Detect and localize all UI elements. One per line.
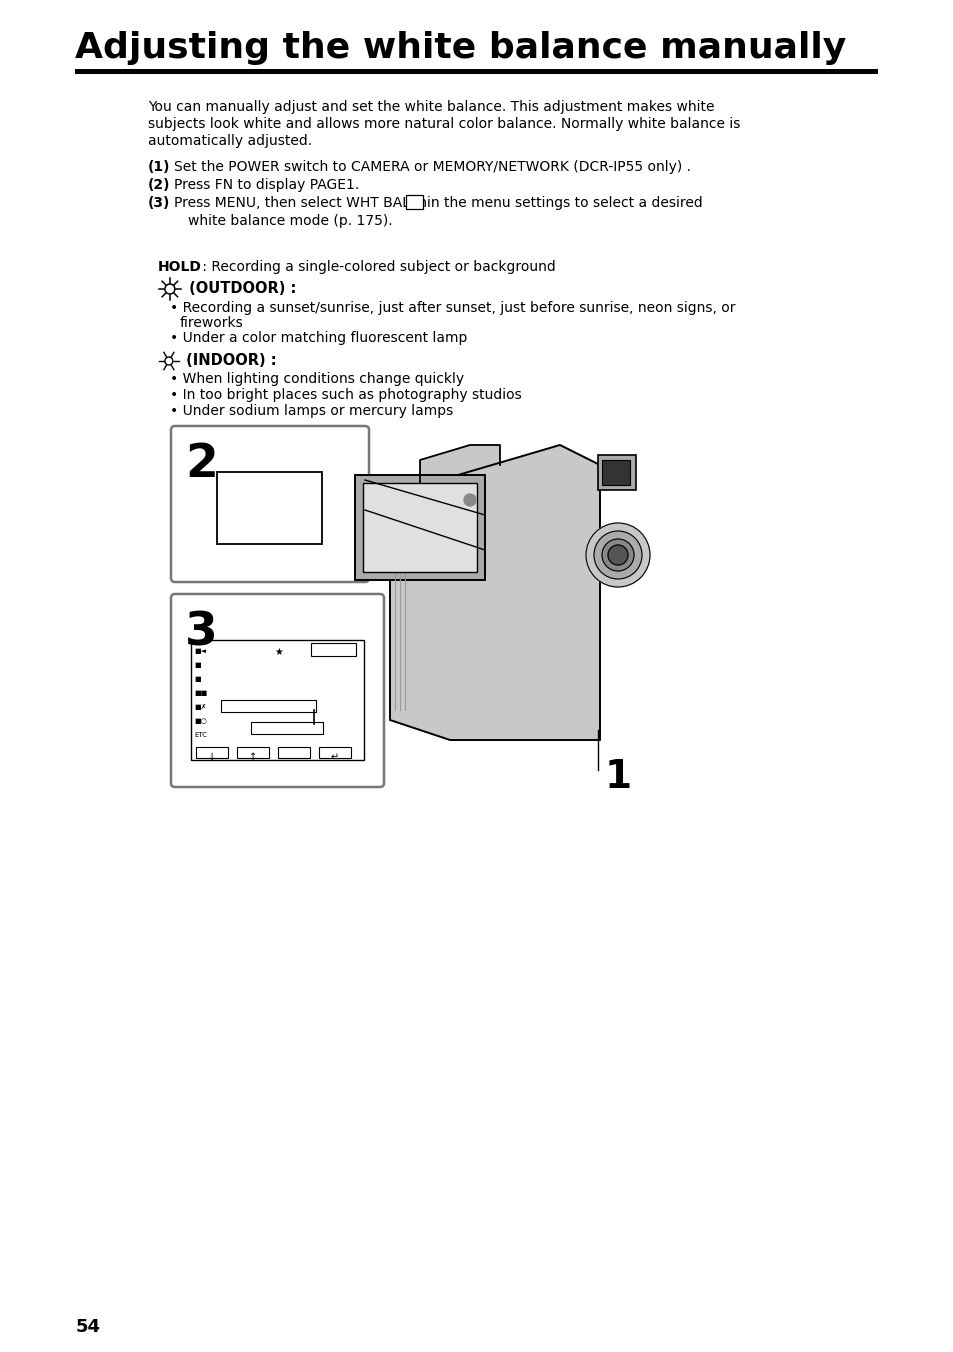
Bar	[75, 69, 877, 74]
Bar	[216, 472, 322, 544]
Text: • In too bright places such as photography studios: • In too bright places such as photograp…	[170, 388, 521, 402]
Text: (OUTDOOR) :: (OUTDOOR) :	[184, 281, 296, 296]
Text: : Recording a single-colored subject or background: : Recording a single-colored subject or …	[197, 260, 555, 274]
Bar	[405, 195, 422, 210]
Text: subjects look white and allows more natural color balance. Normally white balanc: subjects look white and allows more natu…	[148, 118, 740, 131]
Text: ETC: ETC	[193, 731, 207, 738]
Text: • When lighting conditions change quickly: • When lighting conditions change quickl…	[170, 372, 463, 387]
Text: automatically adjusted.: automatically adjusted.	[148, 134, 312, 147]
Bar	[598, 456, 636, 489]
Text: ↓: ↓	[208, 752, 215, 763]
Text: (3): (3)	[148, 196, 170, 210]
Text: ■○: ■○	[193, 718, 207, 725]
Text: (INDOOR) :: (INDOOR) :	[181, 353, 276, 368]
Text: ★: ★	[274, 648, 283, 657]
Text: Set the POWER switch to CAMERA or MEMORY/NETWORK (DCR-IP55 only) .: Set the POWER switch to CAMERA or MEMORY…	[173, 160, 690, 174]
Text: ■✗: ■✗	[193, 704, 206, 710]
Bar	[601, 460, 629, 485]
Circle shape	[607, 545, 627, 565]
Circle shape	[463, 493, 476, 506]
Text: • Recording a sunset/sunrise, just after sunset, just before sunrise, neon signs: • Recording a sunset/sunrise, just after…	[170, 301, 735, 315]
Text: 2: 2	[185, 442, 217, 487]
Bar	[318, 748, 351, 758]
Bar	[355, 475, 484, 580]
Text: fireworks: fireworks	[180, 316, 243, 330]
Text: ■: ■	[193, 676, 200, 681]
Circle shape	[594, 531, 641, 579]
Text: white balance mode (p. 175).: white balance mode (p. 175).	[188, 214, 392, 228]
Text: ■: ■	[193, 662, 200, 668]
Bar	[236, 748, 269, 758]
Bar	[191, 639, 364, 760]
Bar	[277, 748, 310, 758]
Text: in the menu settings to select a desired: in the menu settings to select a desired	[426, 196, 701, 210]
Bar	[363, 483, 476, 572]
FancyBboxPatch shape	[171, 594, 384, 787]
Bar	[251, 722, 323, 734]
Circle shape	[585, 523, 649, 587]
Polygon shape	[419, 445, 499, 495]
Circle shape	[601, 539, 634, 571]
Text: You can manually adjust and set the white balance. This adjustment makes white: You can manually adjust and set the whit…	[148, 100, 714, 114]
Text: HOLD: HOLD	[157, 260, 201, 274]
Text: 1: 1	[604, 758, 632, 796]
Text: 3: 3	[185, 610, 217, 654]
Polygon shape	[390, 445, 599, 740]
Text: ↑: ↑	[249, 752, 256, 763]
Text: (1): (1)	[148, 160, 171, 174]
Text: ↵: ↵	[331, 752, 338, 763]
Text: Adjusting the white balance manually: Adjusting the white balance manually	[75, 31, 845, 65]
FancyBboxPatch shape	[171, 426, 369, 581]
Text: 54: 54	[75, 1318, 100, 1336]
Text: ■■: ■■	[193, 690, 207, 696]
Text: (2): (2)	[148, 178, 171, 192]
Text: ■◄: ■◄	[193, 648, 206, 654]
Bar	[195, 748, 228, 758]
Text: • Under sodium lamps or mercury lamps: • Under sodium lamps or mercury lamps	[170, 404, 453, 418]
Bar	[311, 644, 355, 656]
Text: Press MENU, then select WHT BAL in: Press MENU, then select WHT BAL in	[173, 196, 426, 210]
Text: Press FN to display PAGE1.: Press FN to display PAGE1.	[173, 178, 358, 192]
Text: • Under a color matching fluorescent lamp: • Under a color matching fluorescent lam…	[170, 331, 467, 345]
Bar	[221, 700, 315, 713]
